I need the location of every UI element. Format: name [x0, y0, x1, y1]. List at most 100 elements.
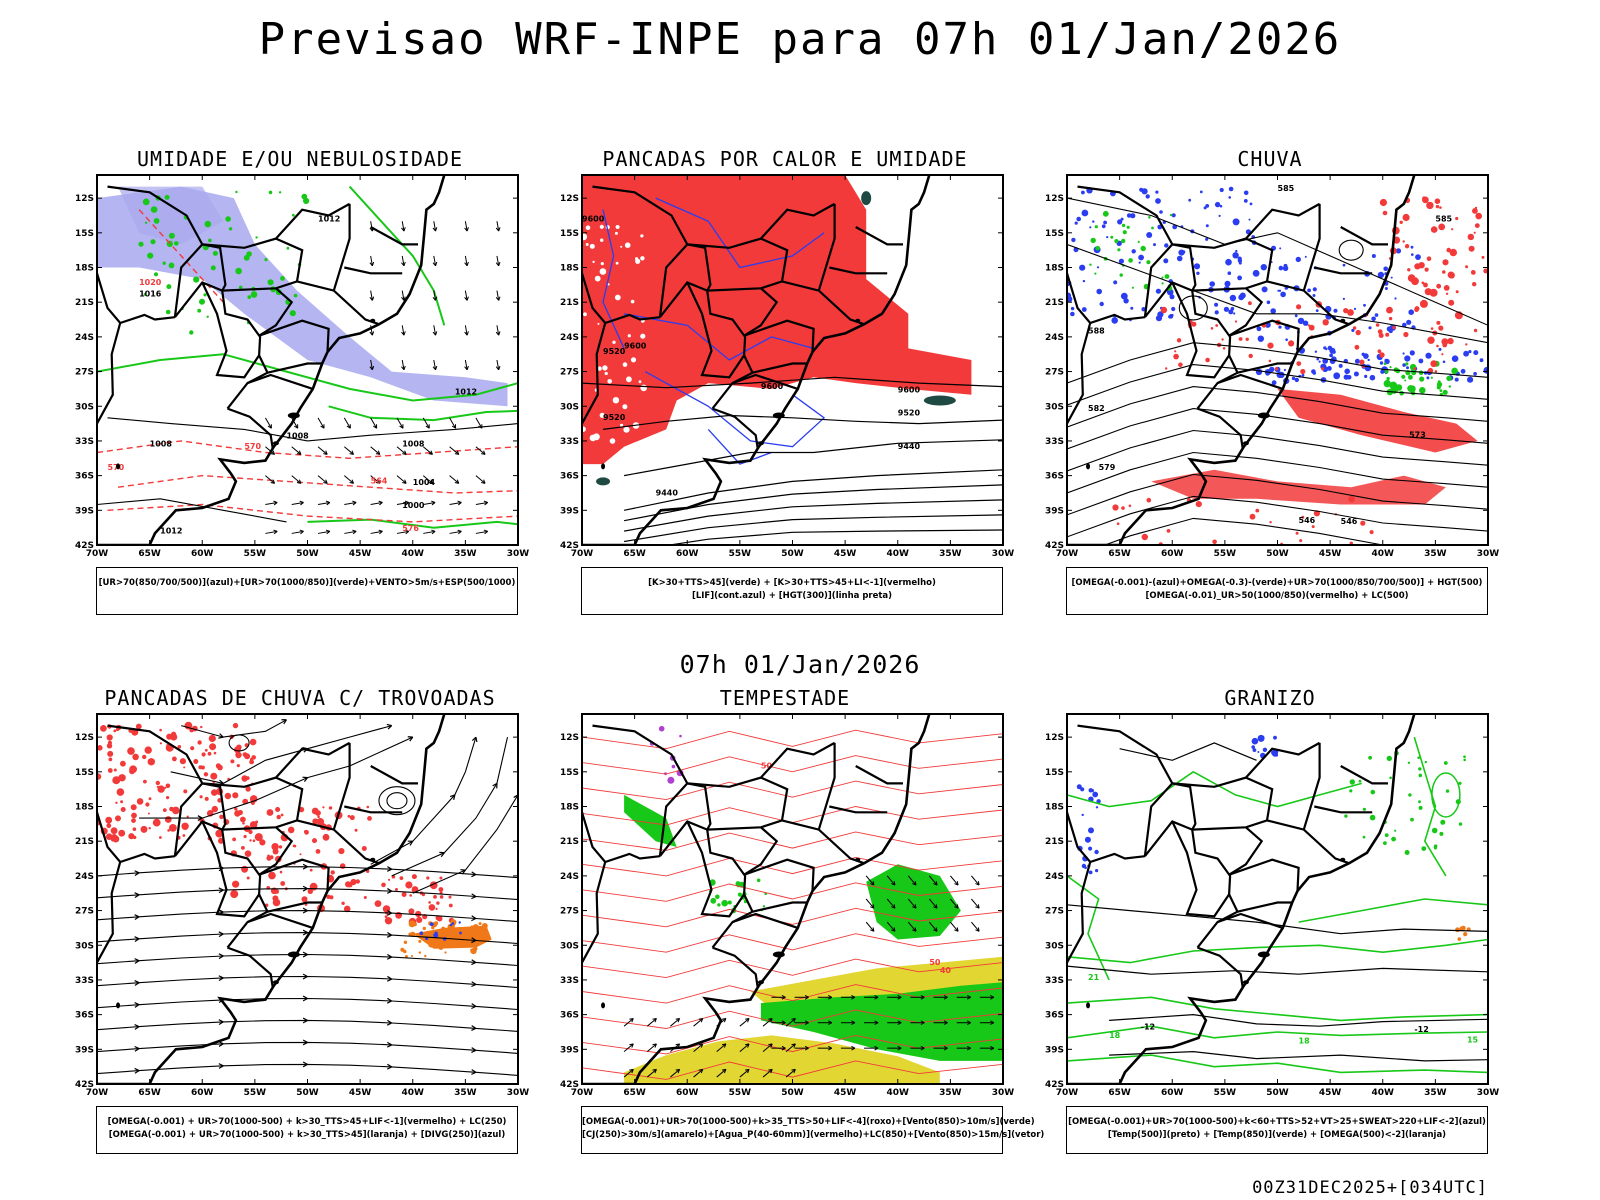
lon-label: 55W	[244, 1088, 267, 1098]
wind-vector-head	[804, 994, 809, 1000]
ascent-area	[1278, 265, 1284, 271]
border-line	[97, 322, 122, 428]
wind-vector	[716, 1043, 727, 1053]
moisture-low-level	[206, 315, 209, 318]
panel-title: PANCADAS DE CHUVA C/ TROVOADAS	[104, 686, 496, 710]
panel-legend: [OMEGA(-0.001)+UR>70(1000-500)+k<60+TTS>…	[1066, 1106, 1488, 1154]
shower-area	[147, 812, 150, 815]
moisture-low-level	[197, 308, 202, 313]
lon-label: 35W	[454, 549, 477, 559]
ascent-area	[1209, 281, 1215, 287]
hail-area	[1095, 869, 1099, 873]
ascent-area	[1316, 357, 1319, 361]
wind-vector-head	[369, 365, 375, 371]
rain-area	[1288, 340, 1295, 347]
rain-area	[1360, 520, 1366, 526]
wind-vector-head	[828, 1045, 832, 1051]
shower-area	[193, 759, 199, 764]
wind-850-area	[756, 878, 761, 883]
lon-label: 55W	[1214, 549, 1237, 559]
height-contour	[665, 529, 1003, 545]
ascent-area	[1252, 269, 1260, 277]
temperature-850-contour	[1362, 807, 1366, 811]
rain-area	[1245, 337, 1249, 341]
clear-gap	[594, 275, 601, 282]
shower-area	[116, 788, 125, 796]
lon-label: 65W	[1108, 1088, 1131, 1098]
wind-vector-head	[369, 331, 375, 336]
border-line	[686, 821, 746, 918]
rain-area	[1414, 307, 1419, 312]
height-contour	[623, 469, 1003, 511]
ascent-area	[1404, 355, 1411, 362]
ascent-area	[1265, 371, 1270, 376]
ascent-area	[1155, 288, 1161, 294]
rain-area	[1128, 504, 1132, 508]
wind-vector	[785, 1018, 796, 1027]
ascent-area	[1168, 315, 1172, 319]
shower-area	[395, 888, 398, 891]
wind-vector	[370, 290, 373, 301]
wind-vector-head	[768, 1017, 773, 1023]
ascent-area	[1225, 258, 1232, 266]
shower-area	[207, 751, 212, 756]
border-line	[221, 290, 262, 356]
rain-area	[1392, 325, 1396, 330]
hail-area	[1084, 836, 1091, 843]
rain-area	[1413, 367, 1417, 370]
wind-vector	[785, 1043, 796, 1053]
temperature-850-contour	[1369, 814, 1376, 821]
clear-gap	[622, 404, 628, 410]
panel-pancadas-calor: PANCADAS POR CALOR E UMIDADE 9600 9520 960…	[545, 147, 1025, 617]
ascent-area	[1409, 350, 1415, 356]
rain-area	[1434, 198, 1441, 204]
ascent-area	[1096, 266, 1100, 269]
temperature-850-contour	[1389, 776, 1392, 780]
shower-area	[341, 901, 345, 905]
wind-vector-head	[698, 1017, 704, 1023]
shower-area	[232, 880, 240, 888]
shower-area	[236, 764, 240, 768]
strong-ascent-area	[1408, 374, 1413, 380]
divergence-area	[419, 931, 424, 935]
rain-area	[1248, 353, 1253, 359]
wind-vector-head	[652, 1043, 657, 1048]
panel-legend: [UR>70(850/700/500)](azul)+[UR>70(1000/8…	[96, 567, 518, 615]
hail-area	[1251, 737, 1259, 745]
ascent-area	[1237, 256, 1242, 261]
lon-label: 30W	[507, 1088, 530, 1098]
wind-vector-head	[954, 881, 959, 886]
ascent-area	[1169, 294, 1175, 300]
lon-label: 50W	[1266, 549, 1289, 559]
contour-label: 579	[1099, 463, 1116, 472]
ascent-area	[1425, 352, 1432, 359]
streamline-arrow	[134, 870, 140, 877]
rain-area	[1222, 347, 1226, 350]
lat-label: 33S	[1045, 437, 1064, 447]
wind-vector	[433, 290, 437, 301]
border-line	[107, 185, 227, 292]
rain-area	[1474, 223, 1480, 228]
shower-area	[107, 750, 114, 757]
border-line	[658, 782, 689, 857]
clear-gap	[593, 433, 600, 441]
shower-area	[411, 874, 417, 880]
shower-area	[166, 733, 173, 740]
streamline-arrow	[471, 736, 478, 743]
wind-vector-head	[791, 1068, 796, 1074]
shower-area	[172, 806, 180, 815]
shower-area	[312, 818, 319, 825]
shower-area	[232, 792, 239, 799]
moisture-low-level	[225, 216, 231, 222]
clear-gap	[640, 333, 646, 339]
ascent-area	[1285, 338, 1288, 341]
lake	[1340, 857, 1346, 862]
contour-label: 21	[1088, 973, 1100, 982]
lat-label: 21S	[560, 298, 579, 308]
rain-area	[1321, 367, 1325, 371]
wind-vector-head	[828, 1020, 832, 1026]
temperature-850-contour	[1463, 755, 1466, 758]
rain-area	[1439, 206, 1442, 209]
wind-vector-head	[912, 927, 917, 932]
border-line	[97, 811, 176, 864]
